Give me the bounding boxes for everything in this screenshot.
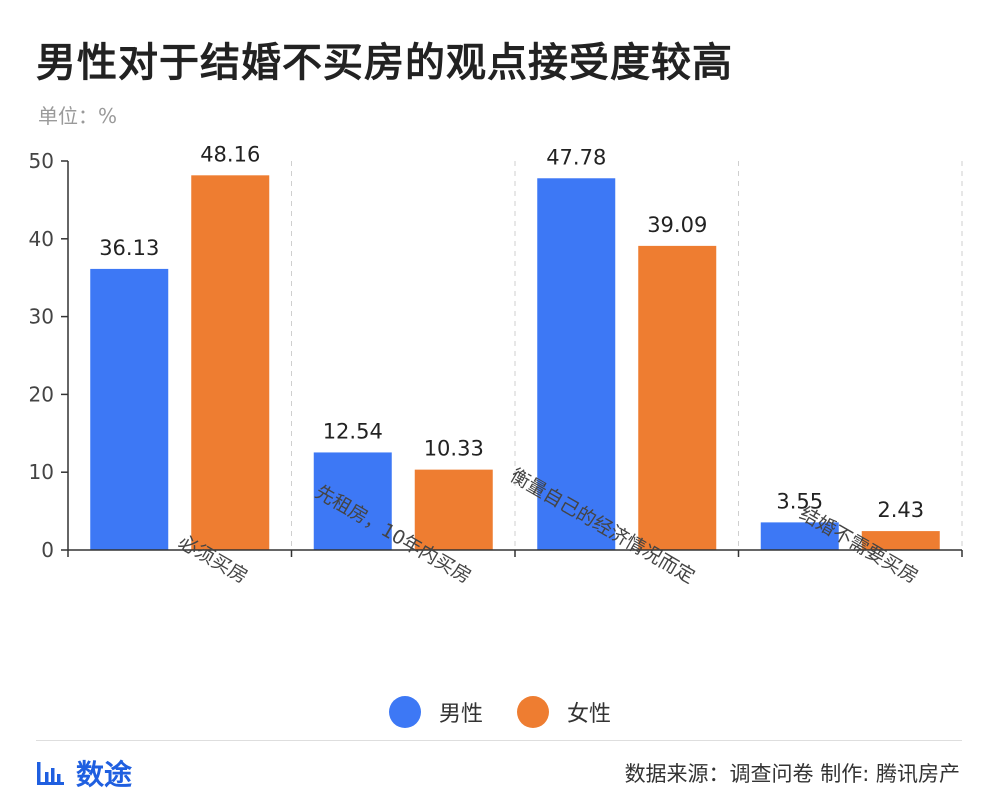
data-label: 3.55 [776,489,823,513]
legend-label-female: 女性 [567,702,612,727]
bar [90,268,169,550]
data-label: 48.16 [200,142,260,166]
bar [537,178,616,550]
data-source-text: 数据来源：调查问卷 制作: 腾讯房产 [624,762,960,786]
bar-chart: 0 10 20 30 40 50 36.13 48.16 12.54 10.33 47.78 39.0… [29,142,963,588]
y-tick-label: 50 [29,149,54,173]
y-tick-label: 10 [29,460,54,484]
data-label: 39.09 [647,213,707,237]
unit-label: 单位：% [38,104,118,128]
bar [638,245,717,550]
chart-title: 男性对于结婚不买房的观点接受度较高 [36,40,733,86]
data-label: 12.54 [323,419,383,443]
brand-logo: 数途 [36,753,132,793]
y-tick-label: 20 [29,382,54,406]
chart-legend: 男性 女性 [0,696,1000,728]
brand-name: 数途 [76,758,133,791]
legend-item-male[interactable]: 男性 [388,696,483,728]
y-tick-label: 40 [29,227,54,251]
legend-swatch-male [388,696,421,728]
data-label: 2.43 [877,498,924,522]
y-tick-label: 30 [29,305,54,329]
footer-divider [36,740,962,741]
legend-label-male: 男性 [438,702,483,727]
y-tick-label: 0 [41,538,54,562]
bar [861,531,940,550]
data-label: 36.13 [99,236,159,260]
bar [313,452,392,550]
data-label: 10.33 [424,437,484,461]
legend-item-female[interactable]: 女性 [517,696,611,728]
bar [760,522,839,550]
bar [191,175,270,551]
bar-chart-icon [37,762,64,785]
bar [414,469,493,550]
legend-swatch-female [517,696,549,728]
data-label: 47.78 [546,145,606,169]
